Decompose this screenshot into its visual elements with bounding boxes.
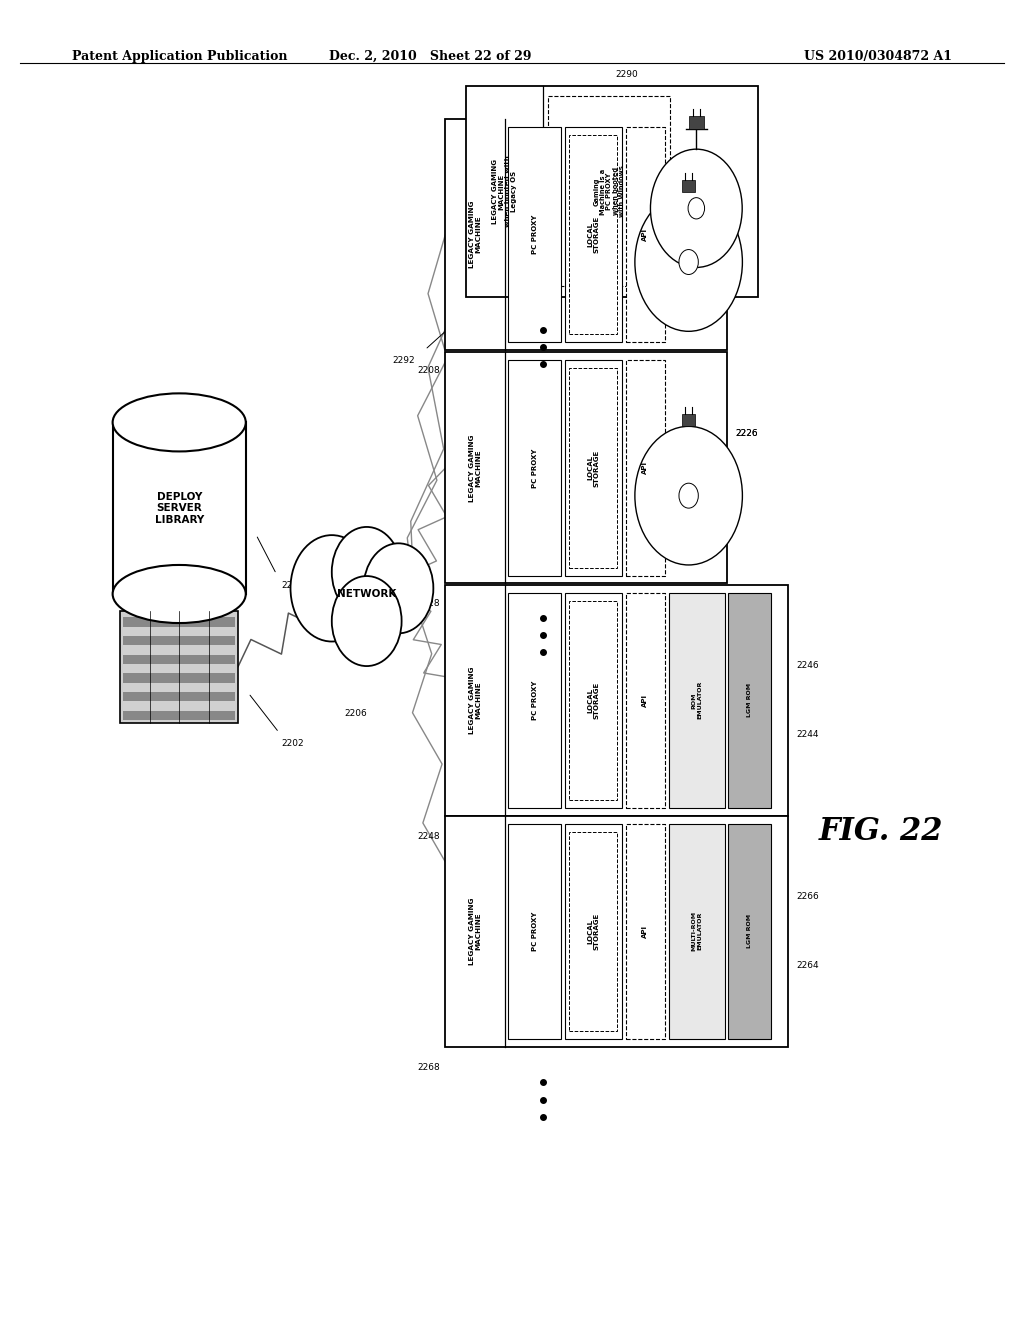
Bar xyxy=(728,593,771,808)
Text: 2290: 2290 xyxy=(615,70,638,79)
Bar xyxy=(682,181,695,191)
Text: NETWORK: NETWORK xyxy=(337,589,396,599)
Text: 2216: 2216 xyxy=(649,366,672,375)
Text: 2266: 2266 xyxy=(797,892,819,902)
Text: LOCAL
STORAGE: LOCAL STORAGE xyxy=(587,681,600,719)
Circle shape xyxy=(650,149,742,268)
Bar xyxy=(123,692,234,701)
Text: LEGACY GAMING
MACHINE: LEGACY GAMING MACHINE xyxy=(469,667,481,734)
Text: DEPLOY
SERVER
LIBRARY: DEPLOY SERVER LIBRARY xyxy=(155,491,204,525)
Text: LOCAL
STORAGE: LOCAL STORAGE xyxy=(587,912,600,950)
Circle shape xyxy=(332,527,401,616)
Bar xyxy=(682,414,695,425)
Text: 2294: 2294 xyxy=(695,317,718,326)
Text: LOCAL
STORAGE: LOCAL STORAGE xyxy=(587,449,600,487)
Text: 2248: 2248 xyxy=(418,832,440,841)
Circle shape xyxy=(364,544,433,634)
Text: 2216: 2216 xyxy=(735,195,758,205)
Ellipse shape xyxy=(113,393,246,451)
Text: LEGACY GAMING
MACHINE: LEGACY GAMING MACHINE xyxy=(469,201,481,268)
Bar xyxy=(445,352,727,583)
Bar xyxy=(445,119,727,350)
Text: 2208: 2208 xyxy=(418,366,440,375)
Text: 2292: 2292 xyxy=(392,356,415,366)
Bar xyxy=(123,636,234,645)
Bar xyxy=(508,824,561,1039)
Text: API: API xyxy=(642,462,648,474)
Text: 2296: 2296 xyxy=(593,317,615,326)
Text: 2264: 2264 xyxy=(797,961,819,970)
Text: LGM ROM: LGM ROM xyxy=(748,684,752,717)
Bar xyxy=(626,593,665,808)
Text: 2206: 2206 xyxy=(344,709,368,718)
Bar xyxy=(445,816,788,1047)
Circle shape xyxy=(291,535,373,642)
Bar xyxy=(123,673,234,682)
Text: LOCAL
STORAGE: LOCAL STORAGE xyxy=(587,215,600,253)
Text: LGM ROM: LGM ROM xyxy=(748,915,752,948)
Bar xyxy=(123,655,234,664)
Ellipse shape xyxy=(113,565,246,623)
Bar xyxy=(565,360,622,576)
Bar xyxy=(565,127,622,342)
Bar xyxy=(689,116,703,129)
Circle shape xyxy=(635,426,742,565)
Text: LEGACY GAMING
MACHINE: LEGACY GAMING MACHINE xyxy=(469,898,481,965)
Text: API: API xyxy=(642,694,648,706)
Text: 2246: 2246 xyxy=(797,661,819,671)
Bar xyxy=(569,368,617,568)
Bar xyxy=(669,824,725,1039)
Text: 2244: 2244 xyxy=(797,730,819,739)
Bar xyxy=(123,618,234,627)
Bar xyxy=(445,585,788,816)
Bar xyxy=(565,824,622,1039)
Bar xyxy=(569,601,617,800)
Text: PC PROXY: PC PROXY xyxy=(531,912,538,950)
Bar xyxy=(121,610,238,722)
Text: PC PROXY: PC PROXY xyxy=(531,681,538,719)
Text: LEGACY GAMING
MACHINE
when booted with
Legacy OS: LEGACY GAMING MACHINE when booted with L… xyxy=(492,156,517,227)
Circle shape xyxy=(679,249,698,275)
Text: 2210: 2210 xyxy=(501,366,523,375)
Text: 2268: 2268 xyxy=(418,1063,440,1072)
Circle shape xyxy=(679,483,698,508)
Text: PC PROXY: PC PROXY xyxy=(531,215,538,253)
Text: 2226: 2226 xyxy=(735,429,758,438)
Text: MULTI-ROM
EMULATOR: MULTI-ROM EMULATOR xyxy=(691,911,702,952)
Bar xyxy=(626,824,665,1039)
Bar xyxy=(123,710,234,721)
Text: API: API xyxy=(642,925,648,937)
Text: Gaming
Machine is a
PC PROXY
when booted
with Windows: Gaming Machine is a PC PROXY when booted… xyxy=(593,165,625,218)
Text: US 2010/0304872 A1: US 2010/0304872 A1 xyxy=(804,50,952,63)
Circle shape xyxy=(688,198,705,219)
Bar xyxy=(626,127,665,342)
Text: 2212: 2212 xyxy=(552,366,574,375)
Text: Patent Application Publication: Patent Application Publication xyxy=(72,50,287,63)
Text: 2214: 2214 xyxy=(593,366,615,375)
Text: PC PROXY: PC PROXY xyxy=(531,449,538,487)
Bar xyxy=(548,96,671,286)
Bar xyxy=(626,360,665,576)
Bar xyxy=(728,824,771,1039)
Circle shape xyxy=(332,576,401,667)
Bar xyxy=(113,422,246,594)
Text: API: API xyxy=(642,228,648,240)
Text: 2228: 2228 xyxy=(418,599,440,609)
Bar xyxy=(669,593,725,808)
Text: 2202: 2202 xyxy=(281,739,304,748)
Text: Dec. 2, 2010   Sheet 22 of 29: Dec. 2, 2010 Sheet 22 of 29 xyxy=(329,50,531,63)
Bar xyxy=(569,135,617,334)
Bar xyxy=(569,832,617,1031)
Bar xyxy=(508,360,561,576)
Text: 2226: 2226 xyxy=(735,429,758,438)
Text: ROM
EMULATOR: ROM EMULATOR xyxy=(691,681,702,719)
Circle shape xyxy=(635,193,742,331)
Bar xyxy=(508,593,561,808)
Bar xyxy=(565,593,622,808)
Bar xyxy=(466,86,758,297)
Text: LEGACY GAMING
MACHINE: LEGACY GAMING MACHINE xyxy=(469,434,481,502)
Text: 2204: 2204 xyxy=(282,581,304,590)
Bar xyxy=(508,127,561,342)
Text: FIG. 22: FIG. 22 xyxy=(819,816,944,847)
